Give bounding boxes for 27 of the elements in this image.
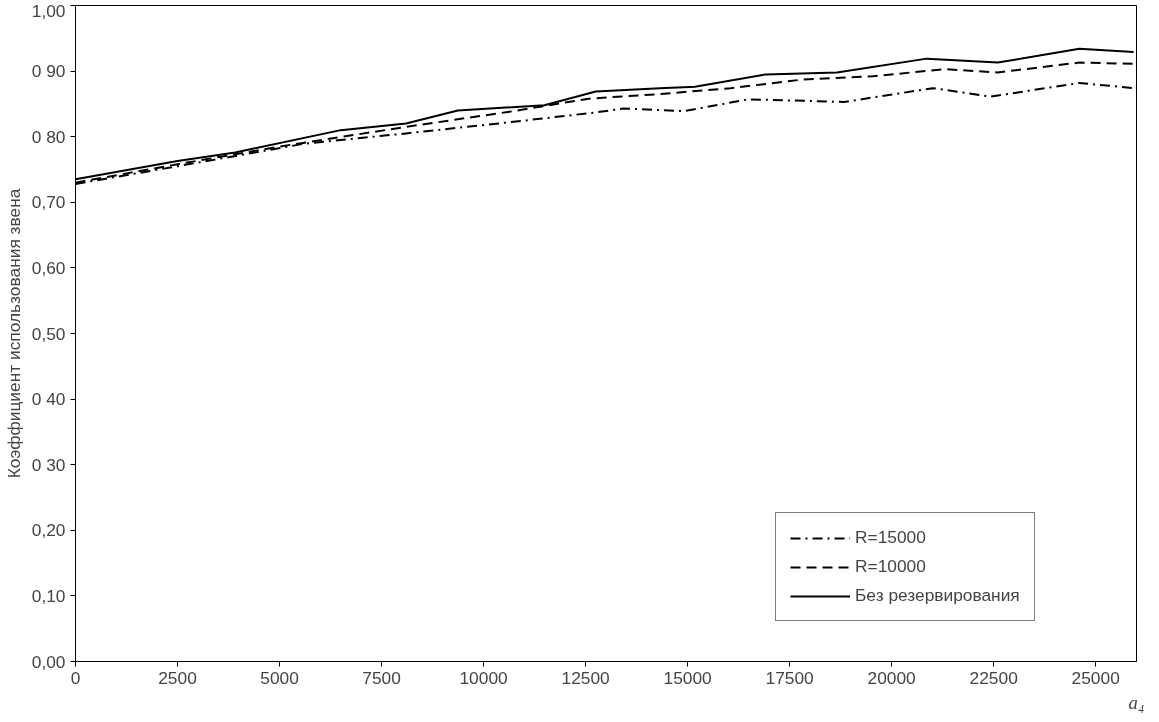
x-tick-label: 20000 <box>867 667 916 688</box>
x-tick-label: 17500 <box>765 667 814 688</box>
x-tick-label: 12500 <box>561 667 610 688</box>
y-tick-label: 0,00 <box>31 651 66 672</box>
x-tick-label: 5000 <box>260 667 299 688</box>
y-tick-label: 0 80 <box>31 126 66 147</box>
y-tick-label: 0 30 <box>31 454 66 475</box>
y-tick-label: 0 90 <box>31 61 66 82</box>
y-tick-label: 0,50 <box>31 323 66 344</box>
legend-label: Без резервирования <box>855 585 1020 606</box>
y-tick-label: 0 40 <box>31 389 66 410</box>
x-tick-label: 0 <box>70 667 81 688</box>
y-tick-label: 0,20 <box>31 520 66 541</box>
y-tick-label: 0,70 <box>31 192 66 213</box>
x-tick-label: 25000 <box>1071 667 1120 688</box>
x-tick-label: 10000 <box>459 667 508 688</box>
legend-label: R=15000 <box>855 527 926 548</box>
y-tick-label: 0,10 <box>31 585 66 606</box>
x-tick-label: 15000 <box>663 667 712 688</box>
y-tick-label: 0,60 <box>31 257 66 278</box>
y-axis-title: Коэффициент использования звена <box>3 188 24 479</box>
x-tick-label: 7500 <box>362 667 401 688</box>
x-tick-label: 22500 <box>969 667 1018 688</box>
legend-label: R=10000 <box>855 556 926 577</box>
y-tick-label: 1,00 <box>31 0 66 21</box>
x-tick-label: 2500 <box>158 667 197 688</box>
x-axis-title: a₄ <box>1128 691 1145 713</box>
